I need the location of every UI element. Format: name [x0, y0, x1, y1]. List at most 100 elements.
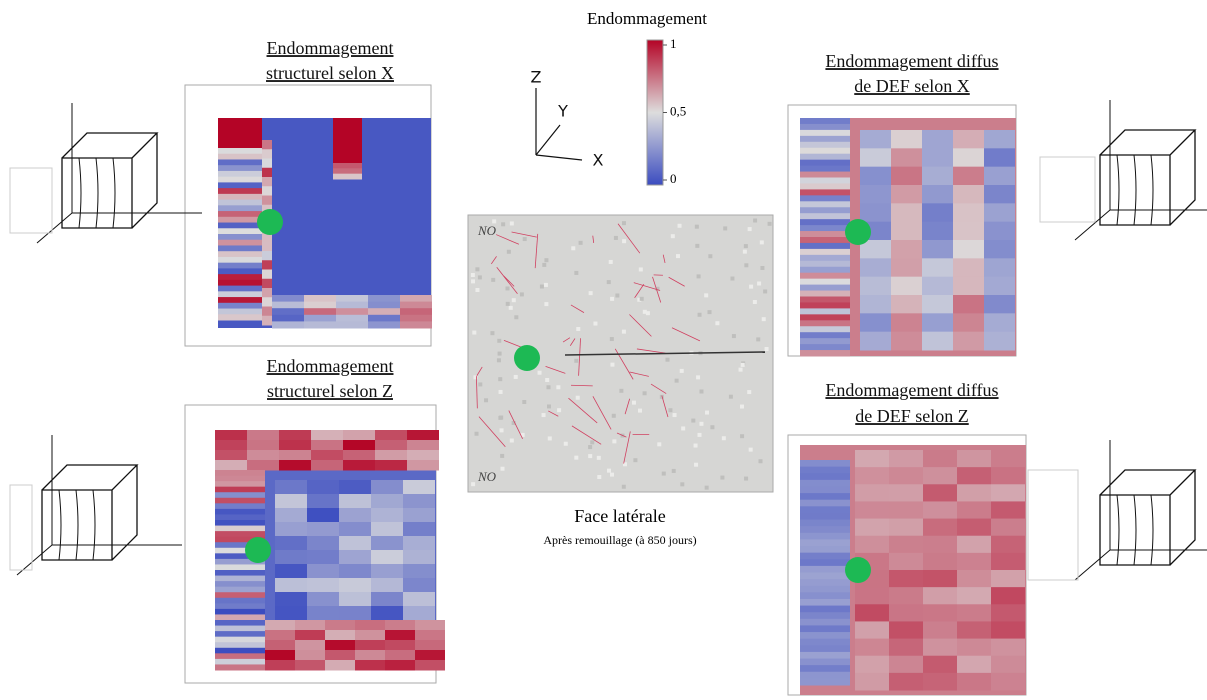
heatmap-cell [500, 453, 505, 458]
heatmap-cell [333, 118, 362, 163]
heatmap-cell [475, 287, 480, 292]
crack [534, 233, 539, 269]
heatmap-cell [749, 284, 754, 289]
heatmap-cell [215, 542, 265, 549]
heatmap-cell [218, 211, 262, 218]
heatmap-cell [923, 501, 957, 520]
panel-title: de DEF selon X [854, 76, 970, 96]
heatmap-cell [704, 293, 709, 298]
heatmap-cell [385, 640, 415, 651]
heatmap-cell [855, 587, 889, 605]
heatmap-cell [215, 575, 265, 582]
heatmap-cell [855, 604, 889, 622]
heatmap-cell [800, 237, 850, 244]
heatmap-cell [984, 295, 1015, 314]
heatmap-cell [693, 443, 698, 448]
heatmap-cell [262, 315, 272, 326]
heatmap-cell [307, 522, 339, 537]
heatmap-cell [215, 636, 265, 643]
heatmap-cell [764, 347, 769, 352]
sketch-line [1116, 494, 1120, 566]
heatmap-cell [638, 267, 643, 272]
heatmap-cell [800, 147, 850, 155]
heatmap-cell [730, 276, 735, 281]
crack [624, 398, 631, 415]
heatmap-cell [889, 501, 923, 520]
crack [570, 384, 593, 387]
heatmap-cell [215, 558, 265, 565]
heatmap-cell [676, 254, 681, 259]
sketch-line [1133, 154, 1137, 226]
cube [41, 464, 139, 561]
heatmap-cell [984, 331, 1015, 351]
heatmap-cell [571, 246, 576, 251]
heatmap-cell [645, 311, 650, 316]
heatmap-cell [991, 484, 1025, 502]
heatmap-cell [385, 650, 415, 661]
heatmap-cell [991, 501, 1025, 520]
heatmap-cell [860, 313, 891, 333]
heatmap-cell [275, 480, 307, 495]
crack [623, 431, 631, 464]
heatmap-cell [215, 608, 265, 615]
axis-arrow [1074, 100, 1207, 241]
heatmap-cell [957, 552, 991, 571]
heatmap-cell [355, 640, 385, 651]
heatmap-cell [478, 382, 483, 387]
photo-mark: NO [477, 469, 497, 484]
sketch-line [75, 489, 79, 561]
heatmap-cell [889, 552, 923, 571]
sketch-square [9, 484, 33, 571]
heatmap-cell [339, 494, 371, 509]
heatmap-cell [343, 460, 375, 471]
heatmap-cell [984, 203, 1015, 223]
heatmap-cell [311, 460, 343, 471]
heatmap-cell [800, 141, 850, 149]
heatmap-cell [215, 592, 265, 599]
heatmap-cell [763, 289, 768, 294]
heatmap-cell [215, 450, 247, 461]
heatmap-cell [543, 282, 548, 287]
panel-title: Endommagement diffus [825, 51, 998, 71]
heatmap-cell [800, 473, 850, 481]
heatmap-cell [514, 315, 519, 320]
heatmap-cell [800, 326, 850, 333]
heatmap-cell [670, 234, 675, 239]
heatmap-cell [615, 293, 620, 298]
heatmap-cell [855, 638, 889, 657]
heatmap-cell [355, 650, 385, 661]
heatmap-cell [218, 205, 262, 212]
heatmap-cell [575, 395, 580, 400]
heatmap-cell [403, 564, 435, 579]
heatmap-cell [800, 618, 850, 626]
axis-label: X [593, 151, 604, 170]
heatmap-cell [991, 518, 1025, 537]
heatmap-cell [697, 432, 702, 437]
heatmap-cell [574, 270, 579, 275]
heatmap-cell [991, 450, 1025, 468]
heatmap-cell [953, 148, 984, 168]
heatmap-cell [984, 185, 1015, 204]
heatmap-cell [304, 295, 336, 303]
heatmap-cell [546, 404, 551, 409]
heatmap-cell [218, 256, 262, 264]
heatmap-cell [275, 494, 307, 509]
sketch-line [1150, 494, 1154, 566]
heatmap-cell [800, 165, 850, 173]
heatmap-cell [218, 228, 262, 235]
heatmap-cell [991, 655, 1025, 674]
crack [617, 223, 641, 254]
heatmap-cell [800, 231, 850, 238]
crack [662, 254, 666, 264]
heatmap-cell [295, 640, 325, 651]
heatmap-cell [891, 166, 922, 186]
heatmap-cell [800, 225, 850, 232]
heatmap-cell [860, 295, 891, 314]
heatmap-cell [385, 630, 415, 641]
heatmap-cell [699, 421, 704, 426]
heatmap-cell [891, 331, 922, 351]
heatmap-cell [957, 638, 991, 657]
heatmap-cell [307, 508, 339, 523]
heatmap-cell [953, 295, 984, 314]
